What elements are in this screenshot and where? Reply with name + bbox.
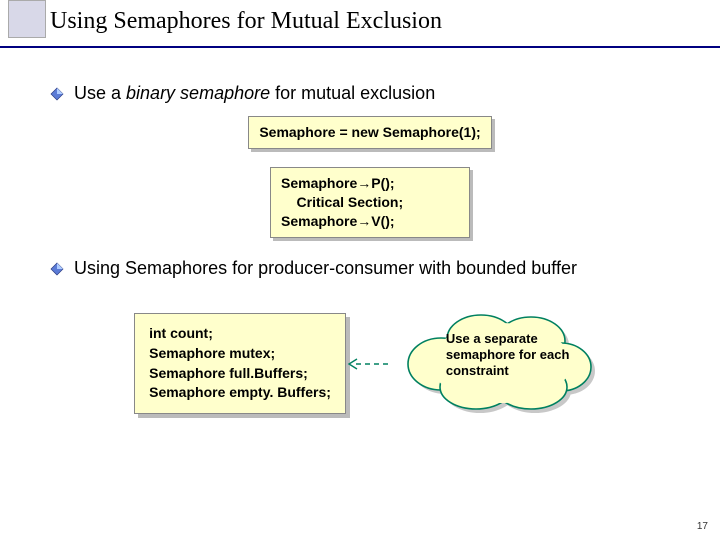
bullet-text-part: for mutual exclusion [270,83,435,103]
bullet-text: Using Semaphores for producer-consumer w… [74,258,577,279]
code-box-decls: int count; Semaphore mutex; Semaphore fu… [134,313,346,413]
title-accent-square [8,0,46,38]
code-box-wrap: Semaphore→P(); Critical Section; Semapho… [50,167,690,238]
bullet-text-part: Use a [74,83,126,103]
bullet-item: Use a binary semaphore for mutual exclus… [50,83,690,104]
page-number: 17 [697,521,708,532]
title-bar: Using Semaphores for Mutual Exclusion [0,0,720,48]
diamond-bullet-icon [50,87,64,101]
lower-row: int count; Semaphore mutex; Semaphore fu… [50,309,690,419]
cloud-text: Use a separate semaphore for each constr… [446,331,586,380]
cloud-callout: Use a separate semaphore for each constr… [396,309,606,419]
content-area: Use a binary semaphore for mutual exclus… [0,48,720,419]
code-box-init: Semaphore = new Semaphore(1); [248,116,491,149]
bullet-text-emph: binary semaphore [126,83,270,103]
bullet-text: Use a binary semaphore for mutual exclus… [74,83,435,104]
diamond-bullet-icon [50,262,64,276]
dashed-connector [351,363,391,365]
code-box-critical: Semaphore→P(); Critical Section; Semapho… [270,167,470,238]
slide-title: Using Semaphores for Mutual Exclusion [50,8,442,35]
code-box-wrap: Semaphore = new Semaphore(1); [50,116,690,149]
bullet-item: Using Semaphores for producer-consumer w… [50,258,690,279]
